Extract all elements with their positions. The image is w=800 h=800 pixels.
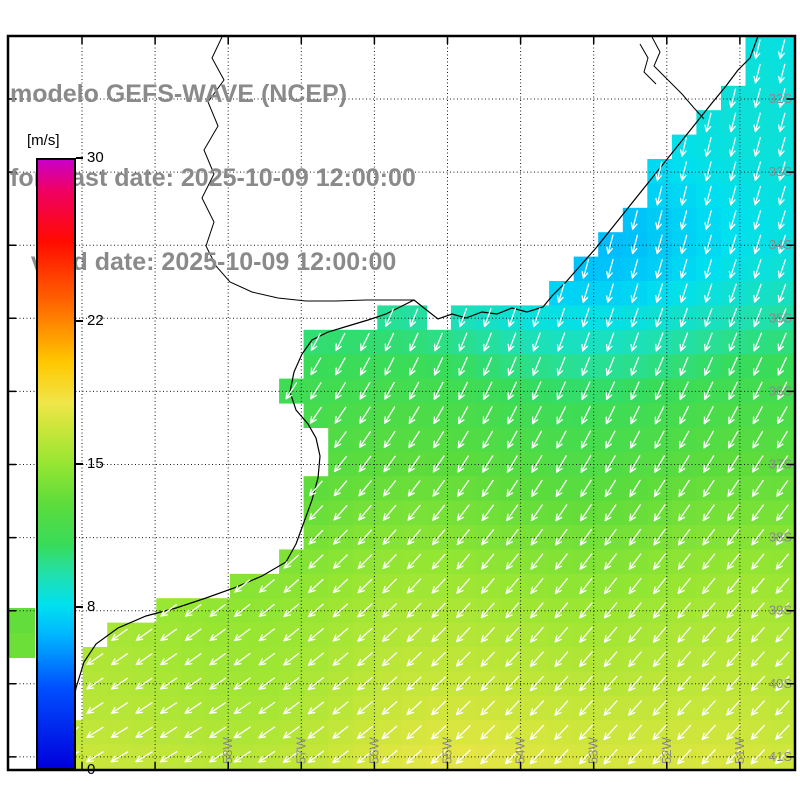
lat-label: 41S bbox=[769, 749, 792, 764]
lon-label: 54W bbox=[513, 737, 528, 764]
colorbar-tick-value: 30 bbox=[87, 149, 104, 166]
map-border-ticks bbox=[9, 37, 794, 769]
colorbar-tick-mark bbox=[76, 320, 83, 322]
colorbar-tick-value: 8 bbox=[87, 598, 96, 615]
lat-label: 34S bbox=[769, 237, 792, 252]
lagoon-line bbox=[651, 37, 705, 120]
colorbar bbox=[36, 158, 76, 770]
lat-label: 40S bbox=[769, 676, 792, 691]
coastline bbox=[65, 37, 759, 769]
colorbar-tick-mark bbox=[76, 157, 83, 159]
colorbar-tick-mark bbox=[76, 463, 83, 465]
lon-label: 56W bbox=[366, 737, 381, 764]
lat-label: 38S bbox=[769, 530, 792, 545]
wind-cell bbox=[9, 608, 35, 633]
latlon-grid bbox=[9, 37, 794, 769]
colorbar-tick-value: 22 bbox=[87, 312, 104, 329]
lat-label: 39S bbox=[769, 603, 792, 618]
colorbar-unit-label: [m/s] bbox=[27, 132, 60, 149]
wind-direction-arrows bbox=[61, 39, 790, 765]
lagoon-line bbox=[639, 43, 657, 85]
lat-label: 33S bbox=[769, 164, 792, 179]
lon-label: 55W bbox=[440, 737, 455, 764]
forecast-date: forecast date: 2025-10-09 12:00:00 bbox=[10, 164, 416, 192]
title-block: modelo GEFS-WAVE (NCEP) forecast date: 2… bbox=[10, 24, 416, 332]
coastline-path bbox=[65, 37, 759, 769]
colorbar-tick-value: 15 bbox=[87, 455, 104, 472]
lat-label: 32S bbox=[769, 91, 792, 106]
lat-label: 36S bbox=[769, 383, 792, 398]
lat-label: 37S bbox=[769, 457, 792, 472]
map-border bbox=[6, 34, 797, 772]
lon-label: 57W bbox=[293, 737, 308, 764]
map-axis-labels: 32S 33S 34S 35S 36S 37S 38S 39S 40S 41S 58W 57W 56W 5… bbox=[220, 91, 792, 764]
border-tick-marks bbox=[9, 37, 794, 769]
colorbar-tick-mark bbox=[76, 769, 83, 771]
lon-label: 52W bbox=[659, 737, 674, 764]
wind-speed-cells bbox=[9, 37, 794, 769]
wind-arrow-path bbox=[61, 39, 790, 765]
lon-label: 51W bbox=[732, 737, 747, 764]
lat-label: 35S bbox=[769, 310, 792, 325]
model-title: modelo GEFS-WAVE (NCEP) bbox=[10, 80, 348, 108]
colorbar-tick-mark bbox=[76, 606, 83, 608]
river-line bbox=[201, 37, 414, 302]
colorbar-tick-value: 0 bbox=[87, 761, 96, 778]
wind-cell bbox=[9, 633, 35, 658]
lon-label: 58W bbox=[220, 737, 235, 764]
grid-lines bbox=[9, 37, 794, 769]
lon-label: 53W bbox=[586, 737, 601, 764]
